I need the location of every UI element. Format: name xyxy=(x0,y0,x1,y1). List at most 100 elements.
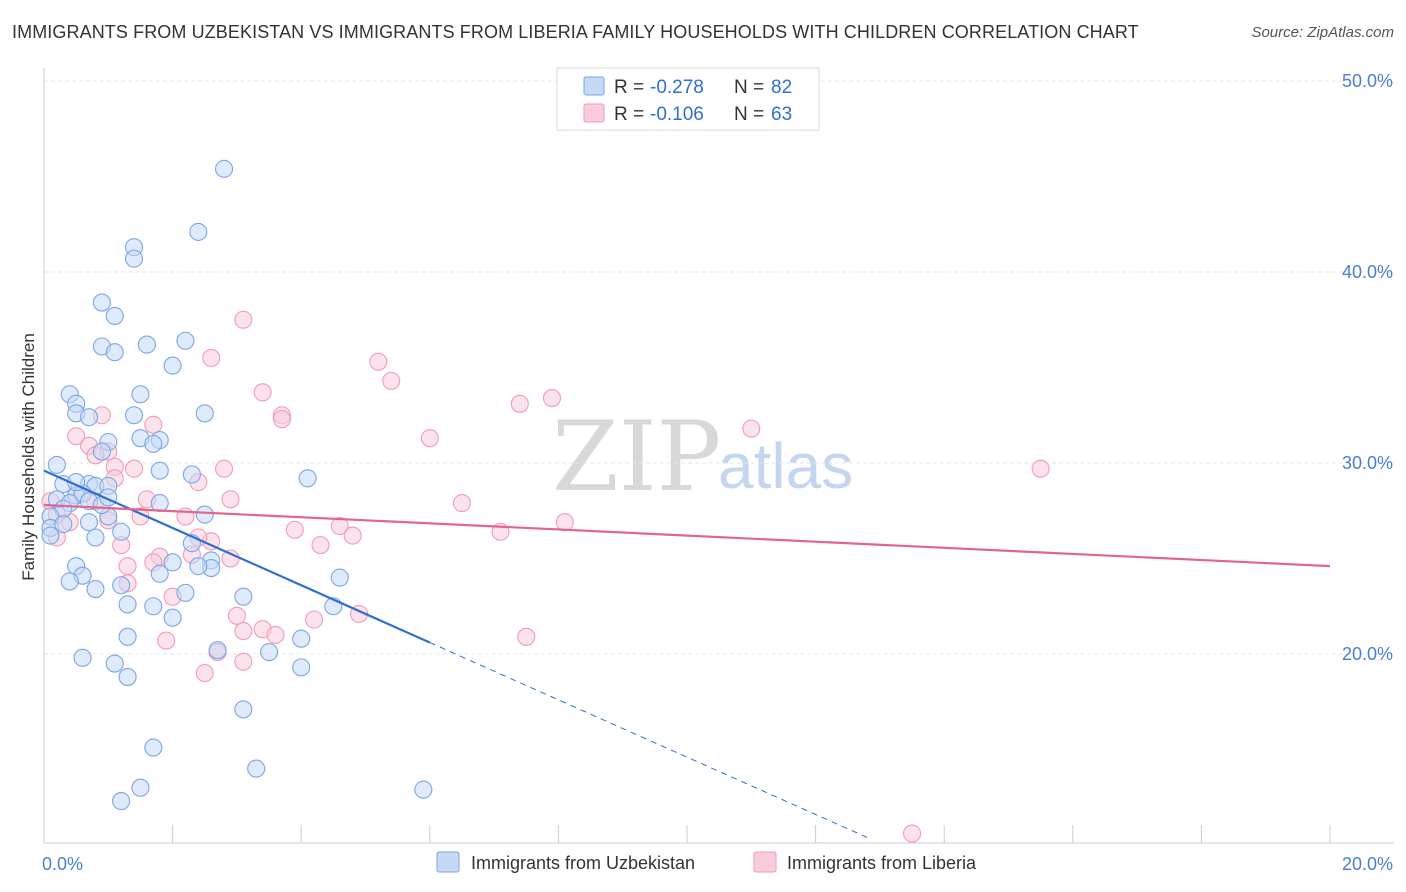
point-liberia xyxy=(330,516,349,536)
point-uzbekistan xyxy=(214,159,234,178)
legend-r-value-2: -0.106 xyxy=(650,104,704,125)
point-liberia xyxy=(202,348,221,368)
legend-n-value-1: 82 xyxy=(771,77,792,98)
point-uzbekistan xyxy=(131,385,150,404)
point-uzbekistan xyxy=(144,738,163,757)
point-uzbekistan xyxy=(163,356,182,375)
point-uzbekistan xyxy=(118,667,137,686)
point-liberia xyxy=(221,490,240,509)
legend-swatch-liberia xyxy=(583,103,605,123)
watermark-zip: ZIP xyxy=(552,401,721,513)
legend-box: R = -0.278 N = 82 R = -0.106 N = 63 xyxy=(556,67,820,131)
point-uzbekistan xyxy=(330,568,349,587)
point-uzbekistan xyxy=(86,528,105,547)
point-liberia xyxy=(67,427,86,446)
point-liberia xyxy=(253,383,272,402)
chart-title: IMMIGRANTS FROM UZBEKISTAN VS IMMIGRANTS… xyxy=(12,22,1139,42)
point-uzbekistan xyxy=(298,469,317,488)
point-uzbekistan xyxy=(176,583,195,602)
legend-r-value-1: -0.278 xyxy=(650,77,704,98)
x-tick-label: 20.0% xyxy=(1342,854,1393,874)
point-liberia xyxy=(118,557,137,576)
point-uzbekistan xyxy=(150,494,169,513)
point-liberia xyxy=(214,459,234,478)
point-liberia xyxy=(305,610,324,629)
y-tick-label: 20.0% xyxy=(1342,644,1393,664)
point-liberia xyxy=(144,415,163,434)
point-uzbekistan xyxy=(176,331,195,350)
legend-r-label-1: R = xyxy=(614,77,644,98)
bottom-legend-label-liberia: Immigrants from Liberia xyxy=(787,853,977,873)
point-uzbekistan xyxy=(105,654,124,673)
trend-lines xyxy=(43,469,1331,838)
legend-r-label-2: R = xyxy=(614,104,644,125)
source-label: Source: ZipAtlas.com xyxy=(1251,24,1394,41)
point-liberia xyxy=(420,429,439,448)
legend-n-label-1: N = xyxy=(734,77,764,98)
point-liberia xyxy=(1031,459,1050,478)
point-uzbekistan xyxy=(195,505,214,524)
legend-n-value-2: 63 xyxy=(771,104,792,125)
point-uzbekistan xyxy=(144,597,163,616)
point-uzbekistan xyxy=(414,780,433,799)
point-uzbekistan xyxy=(292,629,311,648)
grid-lines xyxy=(44,80,1394,655)
point-uzbekistan xyxy=(124,249,144,268)
point-uzbekistan xyxy=(79,408,99,427)
legend-swatch-uzbekistan xyxy=(583,76,605,96)
point-uzbekistan xyxy=(86,580,105,599)
point-liberia xyxy=(382,371,401,390)
point-uzbekistan xyxy=(182,465,201,484)
point-uzbekistan xyxy=(189,222,208,241)
point-liberia xyxy=(124,459,144,478)
series-liberia-points xyxy=(41,310,1050,843)
point-liberia xyxy=(311,536,330,555)
point-liberia xyxy=(234,622,253,641)
point-uzbekistan xyxy=(234,700,253,719)
watermark-atlas: atlas xyxy=(718,430,853,502)
point-uzbekistan xyxy=(234,587,253,606)
point-uzbekistan xyxy=(60,572,79,591)
legend-n-label-2: N = xyxy=(734,104,764,125)
bottom-legend-label-uzbekistan: Immigrants from Uzbekistan xyxy=(471,853,695,873)
point-uzbekistan xyxy=(163,553,182,572)
point-liberia xyxy=(542,389,562,408)
point-uzbekistan xyxy=(259,643,279,662)
series-uzbekistan-points xyxy=(41,159,433,811)
tick-labels: 20.0% 30.0% 40.0% 50.0% 0.0% 20.0% xyxy=(42,71,1393,874)
point-uzbekistan xyxy=(73,648,92,667)
trend-line-liberia xyxy=(43,503,1331,568)
y-tick-label: 40.0% xyxy=(1342,262,1393,282)
point-uzbekistan xyxy=(195,404,214,423)
point-liberia xyxy=(510,394,529,413)
point-uzbekistan xyxy=(208,641,227,660)
point-liberia xyxy=(452,494,472,513)
y-tick-label: 50.0% xyxy=(1342,71,1393,91)
point-liberia xyxy=(234,652,253,671)
point-liberia xyxy=(234,310,253,329)
point-liberia xyxy=(902,824,922,843)
point-uzbekistan xyxy=(105,306,124,325)
point-uzbekistan xyxy=(144,434,163,453)
point-liberia xyxy=(272,410,291,429)
point-uzbekistan xyxy=(292,658,311,677)
point-uzbekistan xyxy=(47,455,66,474)
point-liberia xyxy=(555,513,574,532)
point-uzbekistan xyxy=(112,522,131,541)
point-liberia xyxy=(369,352,388,371)
y-axis-label: Family Households with Children xyxy=(19,333,38,581)
point-uzbekistan xyxy=(112,576,131,595)
point-liberia xyxy=(266,625,285,644)
y-tick-label: 30.0% xyxy=(1342,453,1393,473)
point-uzbekistan xyxy=(150,461,169,480)
point-liberia xyxy=(157,631,176,650)
axes xyxy=(43,68,1394,844)
point-uzbekistan xyxy=(105,343,124,362)
point-uzbekistan xyxy=(189,557,208,576)
point-liberia xyxy=(517,627,536,646)
point-uzbekistan xyxy=(124,406,144,425)
point-uzbekistan xyxy=(54,515,73,534)
point-uzbekistan xyxy=(92,442,111,461)
point-uzbekistan xyxy=(247,759,266,778)
bottom-legend: Immigrants from Uzbekistan Immigrants fr… xyxy=(436,851,977,873)
